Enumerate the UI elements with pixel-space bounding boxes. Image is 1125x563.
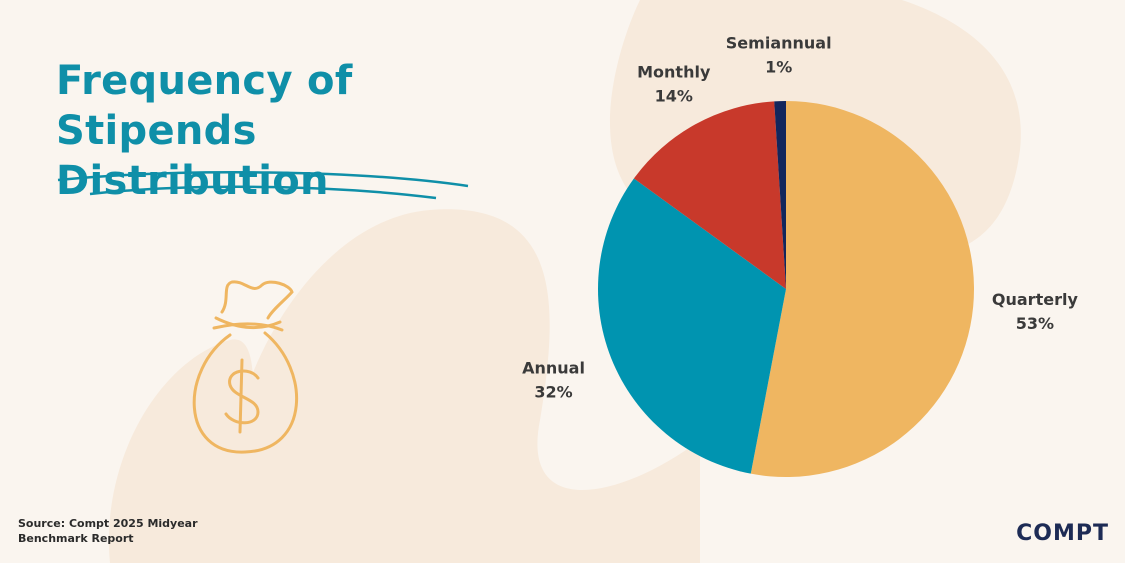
pie xyxy=(598,101,974,477)
slice-value-label: 32% xyxy=(534,383,572,402)
source-note: Source: Compt 2025 Midyear Benchmark Rep… xyxy=(18,517,198,545)
slice-label: Semiannual xyxy=(726,34,832,53)
logo: COMPT xyxy=(1016,521,1109,546)
title-underline xyxy=(89,185,437,200)
slice-label: Quarterly xyxy=(992,290,1079,309)
slice-value-label: 14% xyxy=(655,86,693,105)
pie-slice xyxy=(598,178,786,474)
chart-title: Frequency of Stipends Distribution xyxy=(56,58,353,204)
pie-slice xyxy=(774,101,786,289)
pie-slice xyxy=(633,101,786,289)
title-underline xyxy=(57,171,469,188)
slice-value-label: 1% xyxy=(765,58,792,77)
slice-label: Monthly xyxy=(637,62,711,81)
background-blob xyxy=(108,339,254,563)
money-bag-icon xyxy=(192,280,299,454)
slice-value-label: 53% xyxy=(1016,314,1054,333)
slice-label: Annual xyxy=(522,359,585,378)
pie-slice xyxy=(750,101,974,477)
background-blob xyxy=(224,209,701,563)
